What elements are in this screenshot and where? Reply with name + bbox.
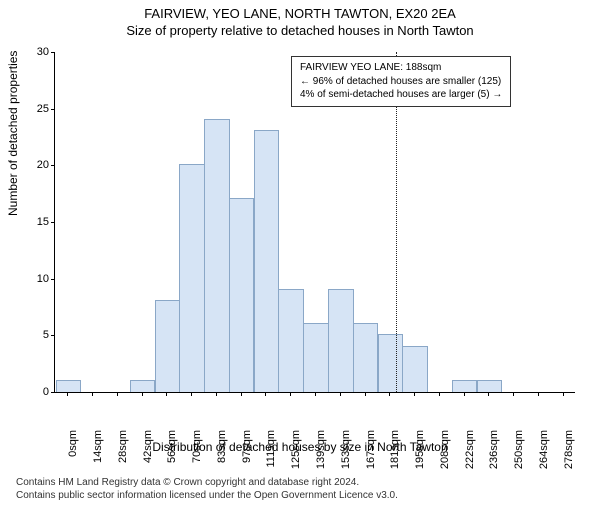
histogram-bar xyxy=(179,164,205,392)
x-tick-mark xyxy=(216,392,217,396)
x-tick-mark xyxy=(513,392,514,396)
x-axis-label: Distribution of detached houses by size … xyxy=(0,440,600,454)
histogram-bar xyxy=(204,119,230,392)
annotation-line3: 4% of semi-detached houses are larger (5… xyxy=(300,88,502,102)
attribution-text: Contains HM Land Registry data © Crown c… xyxy=(16,477,398,502)
x-tick-mark xyxy=(464,392,465,396)
chart-container: FAIRVIEW, YEO LANE, NORTH TAWTON, EX20 2… xyxy=(0,6,600,506)
y-tick-mark xyxy=(51,392,55,393)
x-tick-mark xyxy=(488,392,489,396)
y-tick-label: 20 xyxy=(25,159,49,171)
x-tick-mark xyxy=(142,392,143,396)
histogram-bar xyxy=(353,323,379,392)
x-tick-mark xyxy=(389,392,390,396)
annotation-line1: FAIRVIEW YEO LANE: 188sqm xyxy=(300,61,502,75)
annotation-box: FAIRVIEW YEO LANE: 188sqm← 96% of detach… xyxy=(291,56,511,107)
y-tick-label: 30 xyxy=(25,46,49,58)
histogram-bar xyxy=(402,346,428,392)
histogram-bar xyxy=(254,130,280,392)
histogram-bar xyxy=(130,380,156,392)
y-tick-label: 25 xyxy=(25,103,49,115)
histogram-bar xyxy=(303,323,329,392)
y-tick-label: 0 xyxy=(25,386,49,398)
x-tick-mark xyxy=(67,392,68,396)
y-tick-mark xyxy=(51,109,55,110)
y-tick-mark xyxy=(51,335,55,336)
x-tick-mark xyxy=(439,392,440,396)
x-tick-mark xyxy=(414,392,415,396)
x-tick-mark xyxy=(290,392,291,396)
x-tick-mark xyxy=(92,392,93,396)
x-tick-mark xyxy=(241,392,242,396)
y-axis-label: Number of detached properties xyxy=(6,51,20,216)
histogram-bar xyxy=(328,289,354,392)
y-tick-mark xyxy=(51,222,55,223)
y-tick-label: 5 xyxy=(25,329,49,341)
chart-title-sub: Size of property relative to detached ho… xyxy=(0,23,600,38)
x-tick-mark xyxy=(166,392,167,396)
x-tick-mark xyxy=(117,392,118,396)
attribution-line2: Contains public sector information licen… xyxy=(16,490,398,503)
histogram-bar xyxy=(278,289,304,392)
chart-title-main: FAIRVIEW, YEO LANE, NORTH TAWTON, EX20 2… xyxy=(0,6,600,21)
histogram-bar xyxy=(229,198,255,392)
y-tick-mark xyxy=(51,279,55,280)
histogram-bar xyxy=(155,300,181,392)
histogram-bar xyxy=(56,380,82,392)
x-tick-mark xyxy=(365,392,366,396)
y-tick-label: 10 xyxy=(25,273,49,285)
x-tick-mark xyxy=(538,392,539,396)
histogram-bar xyxy=(378,334,404,392)
x-tick-mark xyxy=(265,392,266,396)
y-tick-label: 15 xyxy=(25,216,49,228)
histogram-bar xyxy=(477,380,503,392)
annotation-line2: ← 96% of detached houses are smaller (12… xyxy=(300,75,502,89)
histogram-bar xyxy=(452,380,478,392)
x-tick-mark xyxy=(340,392,341,396)
attribution-line1: Contains HM Land Registry data © Crown c… xyxy=(16,477,398,490)
y-tick-mark xyxy=(51,52,55,53)
x-tick-mark xyxy=(563,392,564,396)
x-tick-mark xyxy=(191,392,192,396)
x-tick-mark xyxy=(315,392,316,396)
plot-area: 0510152025300sqm14sqm28sqm42sqm56sqm70sq… xyxy=(54,52,575,393)
y-tick-mark xyxy=(51,165,55,166)
